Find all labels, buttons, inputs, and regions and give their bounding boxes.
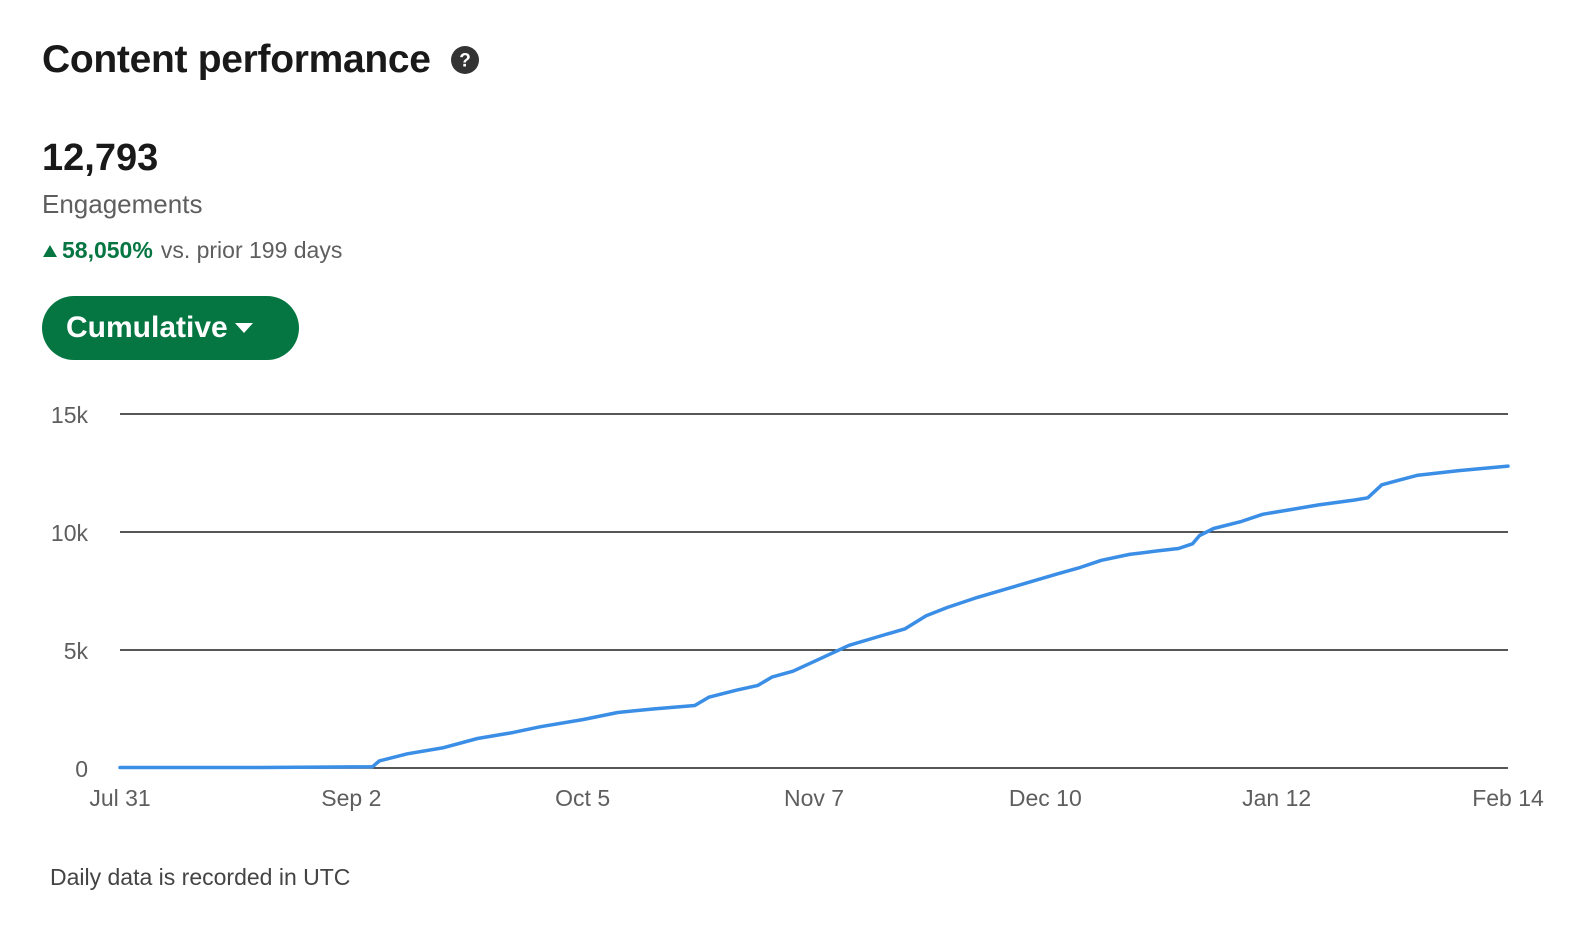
y-tick-label: 10k (51, 520, 89, 546)
y-tick-label: 15k (51, 402, 89, 428)
x-tick-label: Jul 31 (89, 785, 150, 811)
footnote: Daily data is recorded in UTC (50, 864, 351, 890)
metric-label: Engagements (42, 189, 203, 219)
x-tick-label: Dec 10 (1009, 785, 1082, 811)
x-tick-label: Sep 2 (321, 785, 381, 811)
x-tick-label: Jan 12 (1242, 785, 1311, 811)
engagements-series-line (118, 464, 1510, 770)
page-title: Content performance (42, 38, 431, 81)
title-row: Content performance ? (42, 38, 479, 82)
change-percent: 58,050% (62, 237, 153, 263)
change-comparison: vs. prior 199 days (160, 237, 343, 263)
x-tick-label: Nov 7 (784, 785, 844, 811)
triangle-up-icon (43, 244, 57, 257)
x-tick-label: Oct 5 (555, 785, 610, 811)
caret-down-icon (234, 323, 253, 333)
y-tick-label: 5k (64, 638, 89, 664)
y-tick-label: 0 (75, 756, 88, 782)
metric-value: 12,793 (42, 137, 159, 179)
engagements-line-chart: 0 5k 10k 15k Jul 31 Sep 2 Oct 5 Nov 7 Dec 10 Jan … (51, 402, 1544, 811)
question-circle-icon[interactable]: ? (450, 46, 479, 74)
x-tick-label: Feb 14 (1472, 785, 1544, 811)
dropdown-label: Cumulative (66, 311, 228, 344)
cumulative-dropdown[interactable]: Cumulative (42, 296, 299, 360)
change-row: 58,050% vs. prior 199 days (42, 237, 342, 264)
svg-text:?: ? (459, 51, 471, 72)
